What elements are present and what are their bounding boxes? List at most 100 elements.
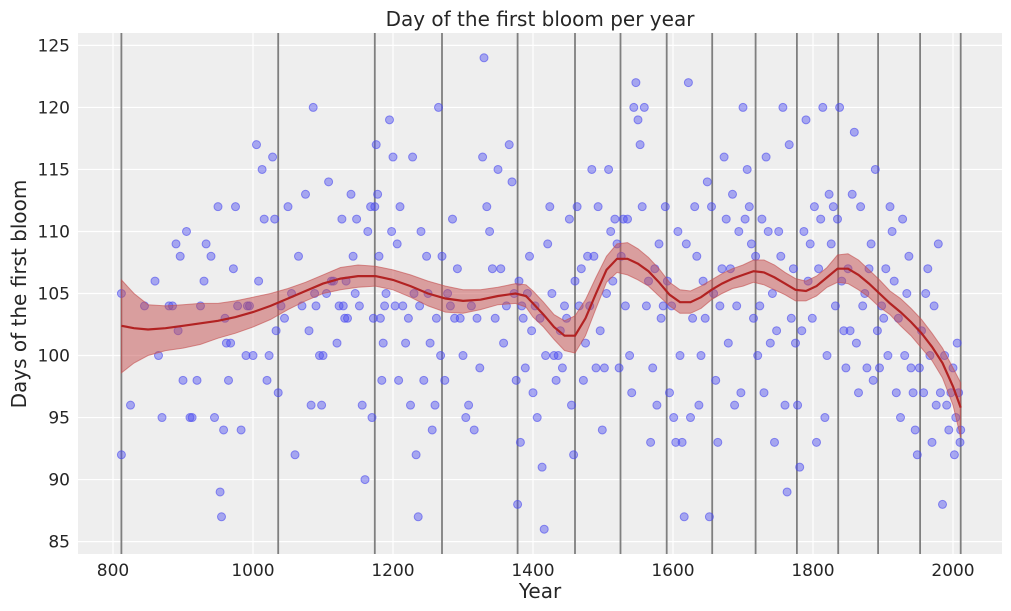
data-point (171, 239, 181, 249)
data-point (241, 351, 251, 361)
data-point (199, 276, 209, 286)
y-axis-label: Days of the first bloom (7, 180, 31, 409)
data-point (385, 115, 394, 125)
x-tick-label: 1600 (651, 561, 694, 581)
data-point (702, 177, 712, 187)
data-point (931, 400, 941, 410)
data-point (360, 475, 370, 485)
data-point (178, 375, 188, 385)
data-point (879, 313, 889, 323)
data-point (259, 214, 269, 224)
data-point (557, 363, 567, 373)
data-point (547, 289, 557, 298)
data-point (717, 264, 727, 274)
data-point (458, 351, 468, 361)
data-point (537, 462, 547, 472)
data-point (912, 450, 922, 460)
data-point (317, 400, 327, 410)
data-point (431, 313, 441, 323)
data-point (700, 313, 710, 323)
data-point (818, 102, 828, 112)
data-point (388, 152, 398, 162)
data-point (786, 313, 796, 323)
data-point (346, 189, 356, 199)
data-point (354, 301, 364, 311)
data-point (175, 251, 185, 261)
data-point (755, 301, 765, 311)
data-point (411, 450, 421, 460)
data-point (591, 363, 601, 373)
data-point (370, 202, 380, 212)
data-point (368, 313, 378, 323)
data-point (469, 425, 479, 435)
data-point (633, 115, 643, 125)
data-point (774, 226, 784, 236)
x-axis-label: Year (518, 579, 562, 603)
data-point (677, 437, 687, 447)
data-point (816, 214, 826, 224)
data-point (822, 351, 832, 361)
data-point (224, 375, 233, 385)
data-point (799, 226, 809, 236)
data-point (944, 425, 954, 435)
data-point (910, 425, 920, 435)
data-point (841, 363, 851, 373)
data-point (576, 264, 586, 274)
data-point (641, 301, 651, 311)
data-point (791, 338, 800, 348)
data-point (833, 214, 842, 224)
data-point (231, 202, 240, 212)
data-point (401, 338, 411, 348)
data-point (350, 289, 360, 298)
data-point (280, 313, 289, 323)
data-point (541, 351, 551, 361)
y-tick-label: 95 (48, 409, 70, 429)
data-point (660, 202, 670, 212)
data-point (515, 437, 525, 447)
data-point (688, 313, 698, 323)
data-point (828, 202, 838, 212)
data-point (719, 152, 729, 162)
data-point (343, 313, 352, 323)
data-point (669, 413, 679, 423)
data-point (375, 313, 385, 323)
data-point (270, 214, 280, 224)
data-point (872, 326, 882, 336)
data-point (740, 214, 750, 224)
data-point (569, 450, 579, 460)
data-point (308, 102, 318, 112)
data-point (583, 251, 593, 261)
data-point (395, 202, 405, 212)
data-point (870, 164, 880, 174)
data-point (921, 289, 931, 298)
data-point (518, 313, 528, 323)
data-point (479, 53, 489, 63)
data-point (623, 214, 632, 224)
data-point (448, 214, 457, 224)
data-point (761, 152, 771, 162)
data-point (380, 301, 390, 311)
data-point (332, 338, 342, 348)
data-point (283, 202, 293, 212)
data-point (217, 512, 226, 522)
data-point (440, 375, 450, 385)
data-point (413, 512, 423, 522)
data-point (464, 400, 474, 410)
data-point (461, 413, 471, 423)
data-point (553, 351, 563, 361)
data-point (845, 326, 855, 336)
data-point (927, 437, 937, 447)
data-point (614, 363, 624, 373)
data-point (378, 338, 388, 348)
data-point (525, 251, 534, 261)
data-point (807, 313, 817, 323)
data-point (765, 338, 775, 348)
data-point (896, 413, 905, 423)
data-point (749, 313, 758, 323)
data-point (157, 413, 167, 423)
data-point (472, 313, 482, 323)
data-point (942, 400, 952, 410)
data-point (116, 450, 126, 460)
data-point (324, 177, 334, 187)
data-point (686, 413, 695, 423)
